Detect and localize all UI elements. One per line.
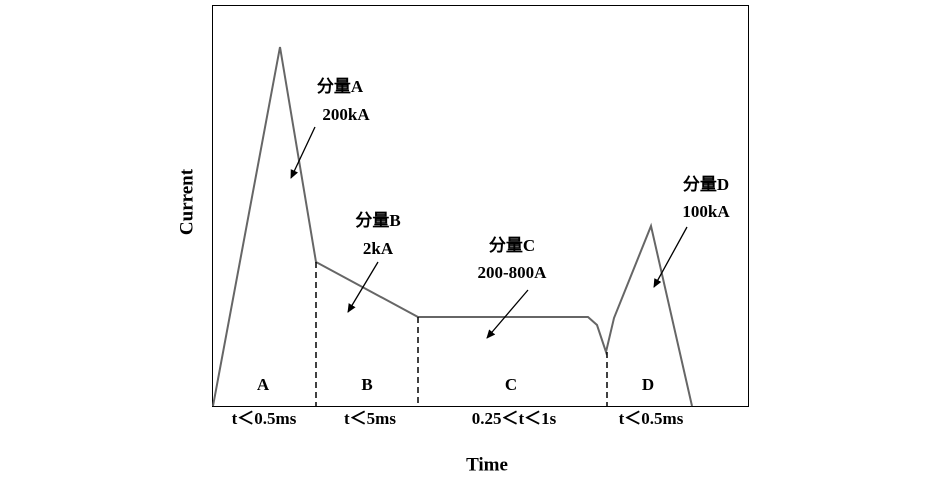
arrow bbox=[347, 261, 379, 313]
phase-letter: D bbox=[642, 375, 654, 394]
waveform bbox=[212, 46, 693, 407]
component-amplitude: 100kA bbox=[682, 202, 730, 221]
component-amplitude: 200-800A bbox=[478, 263, 548, 282]
component-amplitude: 200kA bbox=[322, 105, 370, 124]
plot-frame bbox=[212, 5, 749, 407]
component-amplitude: 2kA bbox=[363, 239, 394, 258]
phase-letter: B bbox=[361, 375, 372, 394]
y-axis-label: Current bbox=[176, 168, 197, 235]
arrows bbox=[290, 126, 688, 339]
arrow bbox=[486, 289, 529, 339]
arrow bbox=[290, 126, 316, 179]
phase-duration: 0.25＜t＜1s bbox=[472, 409, 557, 428]
component-name: 分量B bbox=[355, 210, 400, 230]
phase-duration: t＜0.5ms bbox=[619, 409, 684, 428]
component-name: 分量D bbox=[683, 174, 729, 194]
phase-letter: A bbox=[257, 375, 270, 394]
phase-letter: C bbox=[505, 375, 517, 394]
phase-dividers bbox=[315, 262, 608, 406]
component-name: 分量A bbox=[317, 76, 364, 96]
phase-duration: t＜0.5ms bbox=[232, 409, 297, 428]
x-axis-label: Time bbox=[466, 454, 508, 475]
arrow bbox=[653, 226, 688, 288]
phase-duration: t＜5ms bbox=[344, 409, 396, 428]
component-name: 分量C bbox=[489, 235, 535, 255]
